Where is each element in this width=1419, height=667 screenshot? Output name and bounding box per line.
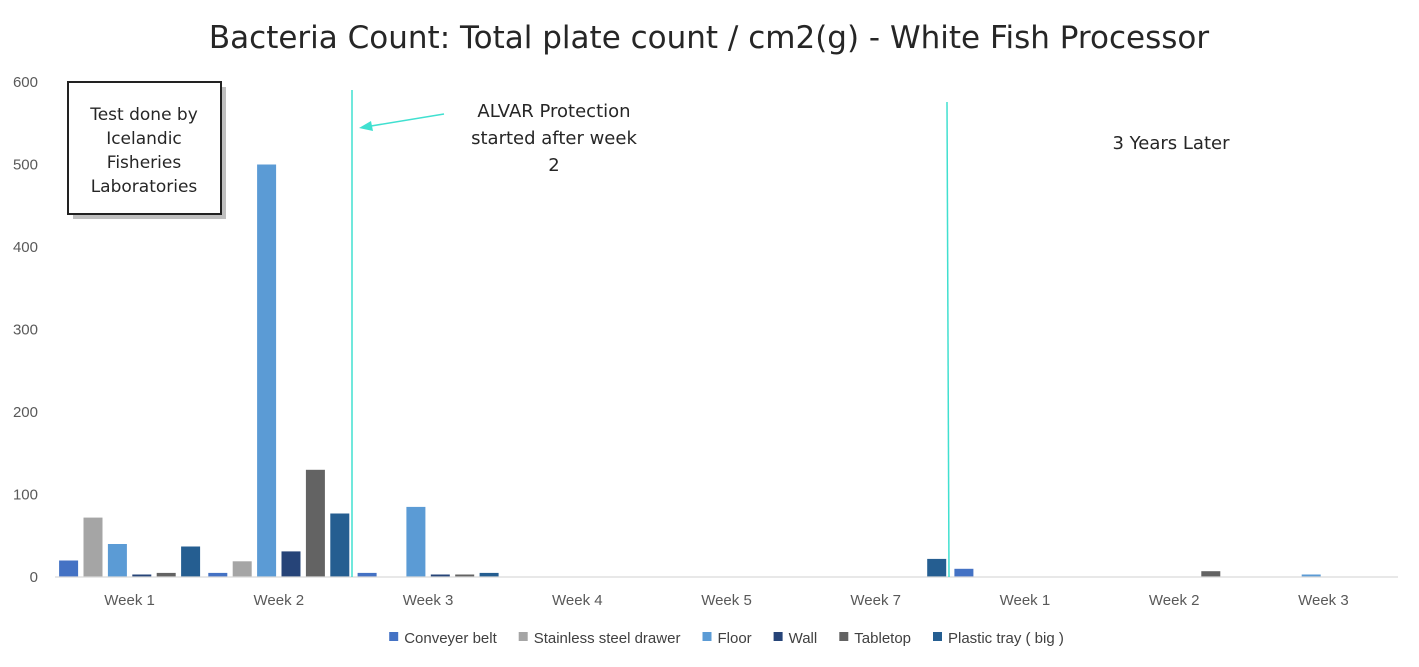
bar: [181, 546, 201, 577]
y-tick-label: 500: [13, 157, 38, 174]
note-box: Test done by Icelandic Fisheries Laborat…: [67, 81, 226, 219]
bar: [954, 568, 974, 578]
legend-label: Plastic tray ( big ): [948, 630, 1064, 647]
bar: [156, 572, 176, 577]
y-axis: 0 100 200 300 400 500 600: [13, 74, 38, 586]
x-tick-label: Week 2: [1149, 592, 1200, 609]
legend-swatch: [389, 632, 399, 641]
y-tick-label: 200: [13, 404, 38, 421]
bar: [406, 506, 426, 577]
x-tick-label: Week 3: [403, 592, 454, 609]
bar: [208, 572, 228, 577]
alvar-arrow: [370, 113, 445, 127]
bar: [281, 551, 301, 577]
legend-item: Wall: [773, 630, 818, 647]
legend-swatch: [839, 632, 849, 641]
y-tick-label: 300: [13, 322, 38, 339]
legend-item: Tabletop: [839, 630, 911, 647]
legend-label: Wall: [789, 630, 818, 647]
legend-label: Conveyer belt: [404, 630, 497, 647]
legend-label: Stainless steel drawer: [534, 630, 681, 647]
x-tick-label: Week 3: [1298, 592, 1349, 609]
y-tick-label: 400: [13, 239, 38, 256]
later-divider-line: [946, 101, 950, 578]
bar: [107, 544, 127, 577]
bar: [83, 517, 103, 577]
bar: [305, 469, 325, 578]
legend-item: Plastic tray ( big ): [933, 630, 1064, 647]
bar: [232, 561, 252, 577]
bar: [455, 574, 475, 577]
bar: [59, 560, 79, 577]
legend-item: Floor: [702, 630, 752, 647]
legend-label: Floor: [718, 630, 752, 647]
x-tick-label: Week 1: [104, 592, 155, 609]
legend: Conveyer belt Stainless steel drawer Floor…: [389, 630, 1064, 647]
note-line-3: Fisheries: [107, 153, 182, 173]
legend-swatch: [518, 632, 528, 641]
note-line-4: Laboratories: [91, 177, 198, 197]
alvar-annotation: ALVAR Protection started after week 2: [359, 101, 637, 176]
bar: [257, 164, 277, 577]
chart-title: Bacteria Count: Total plate count / cm2(…: [209, 20, 1209, 56]
y-tick-label: 100: [13, 487, 38, 504]
alvar-arrowhead: [359, 121, 373, 131]
legend-swatch: [773, 632, 783, 641]
x-tick-label: Week 4: [552, 592, 603, 609]
legend-item: Conveyer belt: [389, 630, 498, 647]
x-tick-label: Week 1: [1000, 592, 1051, 609]
bar: [1301, 574, 1321, 577]
legend-item: Stainless steel drawer: [518, 630, 681, 647]
x-tick-label: Week 5: [701, 592, 752, 609]
bar: [357, 572, 377, 577]
note-line-2: Icelandic: [106, 129, 182, 149]
later-label: 3 Years Later: [1113, 133, 1231, 154]
x-tick-label: Week 7: [850, 592, 901, 609]
bar: [132, 574, 152, 577]
y-tick-label: 600: [13, 74, 38, 91]
x-tick-label: Week 2: [254, 592, 305, 609]
bars: [59, 164, 1321, 578]
bar: [927, 558, 947, 577]
note-line-1: Test done by: [89, 105, 198, 125]
legend-swatch: [933, 632, 942, 641]
bar: [430, 574, 450, 577]
bar: [1201, 571, 1221, 577]
y-tick-label: 0: [30, 569, 38, 586]
bar: [479, 572, 499, 577]
x-axis: Week 1 Week 2 Week 3 Week 4 Week 5 Week 7 Week…: [104, 592, 1348, 609]
alvar-line-1: ALVAR Protection: [477, 101, 630, 122]
alvar-line-3: 2: [548, 155, 559, 176]
legend-label: Tabletop: [854, 630, 911, 647]
legend-swatch: [702, 632, 712, 641]
alvar-line-2: started after week: [471, 128, 637, 149]
bar: [330, 513, 350, 577]
